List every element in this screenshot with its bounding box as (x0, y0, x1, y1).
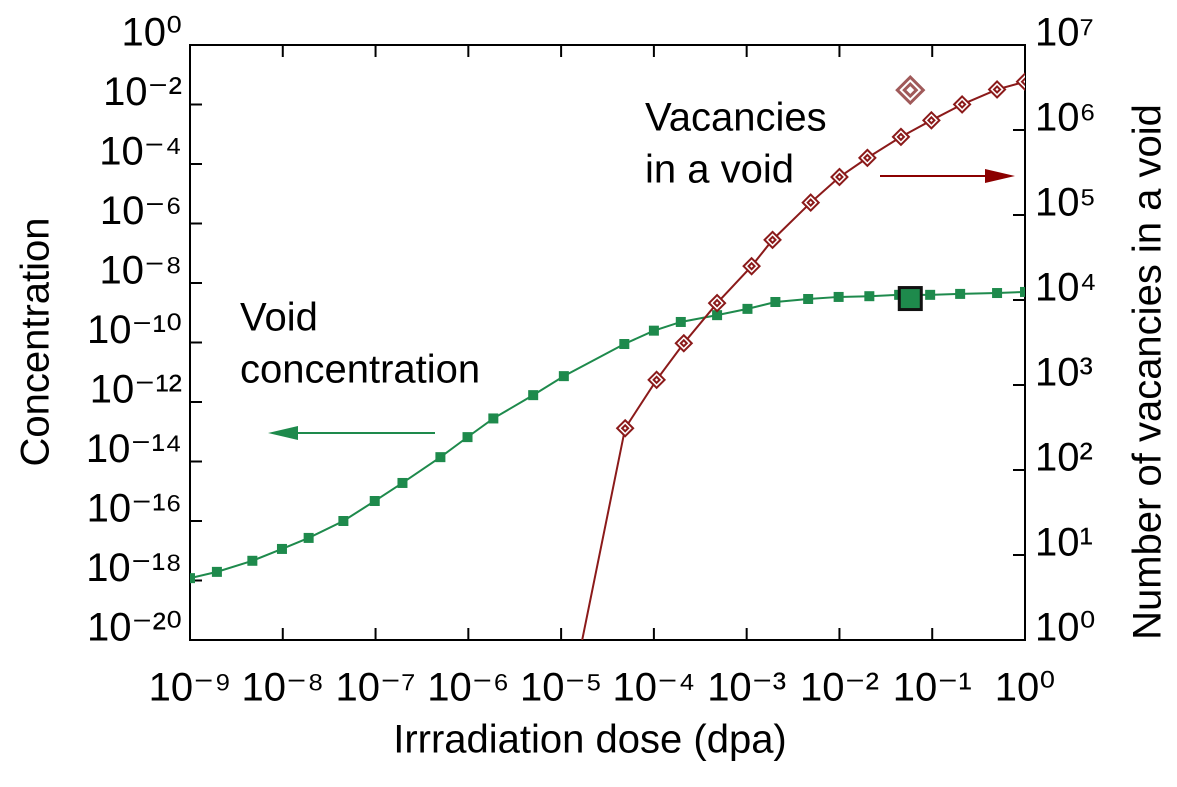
marker (211, 566, 222, 577)
y-tick-label: 10⁻⁴ (99, 130, 182, 174)
marker (833, 291, 844, 302)
annotation: in a void (645, 148, 794, 192)
marker (712, 310, 723, 321)
arrow-head (268, 426, 298, 440)
marker (674, 333, 694, 353)
y2-tick-label: 10⁴ (1035, 266, 1097, 310)
marker (488, 413, 499, 424)
marker (276, 543, 287, 554)
x-tick-label: 10⁻⁸ (242, 666, 324, 710)
y-tick-label: 10⁻¹⁴ (86, 427, 182, 471)
marker (921, 110, 941, 130)
marker (462, 432, 473, 443)
marker (338, 516, 349, 526)
x-tick-label: 10⁻⁴ (612, 666, 695, 710)
marker (303, 532, 314, 543)
marker (528, 390, 539, 401)
marker (558, 371, 569, 382)
marker (952, 94, 972, 114)
marker (955, 288, 966, 299)
marker (648, 325, 659, 336)
plot-frame (189, 44, 1026, 641)
marker (435, 452, 446, 463)
y-tick-label: 10⁻⁶ (100, 189, 182, 233)
highlight-marker (897, 286, 923, 312)
y-tick-label: 10⁻²⁰ (87, 606, 182, 650)
y2-tick-label: 10⁰ (1035, 606, 1096, 650)
y2-tick-label: 10¹ (1035, 521, 1093, 565)
marker (707, 293, 727, 313)
annotation: Vacancies (645, 96, 827, 140)
marker (1015, 72, 1025, 92)
marker (619, 339, 630, 350)
marker (891, 127, 911, 147)
x-tick-label: 10⁻¹ (893, 666, 972, 710)
annotation: concentration (240, 348, 480, 392)
x-tick-label: 10⁻⁶ (427, 666, 509, 710)
y-axis-label: Concentration (14, 217, 58, 466)
marker (763, 230, 782, 250)
y-tick-label: 10⁻² (103, 70, 182, 114)
marker (1020, 286, 1025, 297)
marker (397, 477, 408, 488)
x-tick-label: 10⁻² (800, 666, 879, 710)
y-tick-label: 10⁻⁸ (100, 249, 182, 293)
annotation: Void (240, 296, 318, 340)
x-axis-label: Irrradiation dose (dpa) (393, 718, 787, 762)
marker (675, 316, 686, 327)
y2-tick-label: 10⁵ (1035, 181, 1096, 225)
marker (925, 289, 936, 300)
y2-tick-label: 10² (1035, 436, 1093, 480)
marker (647, 370, 667, 390)
marker (369, 496, 380, 507)
x-tick-label: 10⁻⁷ (336, 666, 416, 710)
x-tick-label: 10⁻⁹ (149, 666, 232, 710)
marker (987, 80, 1007, 99)
y-tick-label: 10⁰ (121, 11, 182, 55)
highlight-marker (895, 74, 926, 106)
x-tick-label: 10⁻³ (707, 666, 786, 710)
marker (742, 256, 762, 276)
marker (864, 291, 875, 302)
y2-tick-label: 10³ (1035, 351, 1093, 395)
y-tick-label: 10⁻¹⁶ (87, 487, 182, 531)
marker (992, 288, 1003, 299)
marker (190, 573, 195, 584)
marker (247, 555, 258, 566)
x-tick-label: 10⁻⁵ (520, 666, 602, 710)
y2-tick-label: 10⁶ (1035, 96, 1096, 140)
arrow-head (985, 169, 1015, 183)
x-tick-label: 10⁰ (995, 666, 1056, 710)
y-tick-label: 10⁻¹⁸ (86, 546, 182, 590)
marker (803, 293, 814, 304)
plot-area (190, 72, 1025, 640)
marker (857, 148, 877, 168)
marker (801, 193, 821, 212)
marker (615, 418, 635, 438)
y-tick-label: 10⁻¹⁰ (87, 308, 182, 352)
y-tick-label: 10⁻¹² (90, 368, 182, 412)
marker (770, 296, 781, 307)
marker (830, 167, 849, 187)
marker (742, 303, 753, 314)
y2-axis-label: Number of vacancies in a void (1126, 104, 1170, 640)
y2-tick-label: 10⁷ (1035, 11, 1094, 55)
